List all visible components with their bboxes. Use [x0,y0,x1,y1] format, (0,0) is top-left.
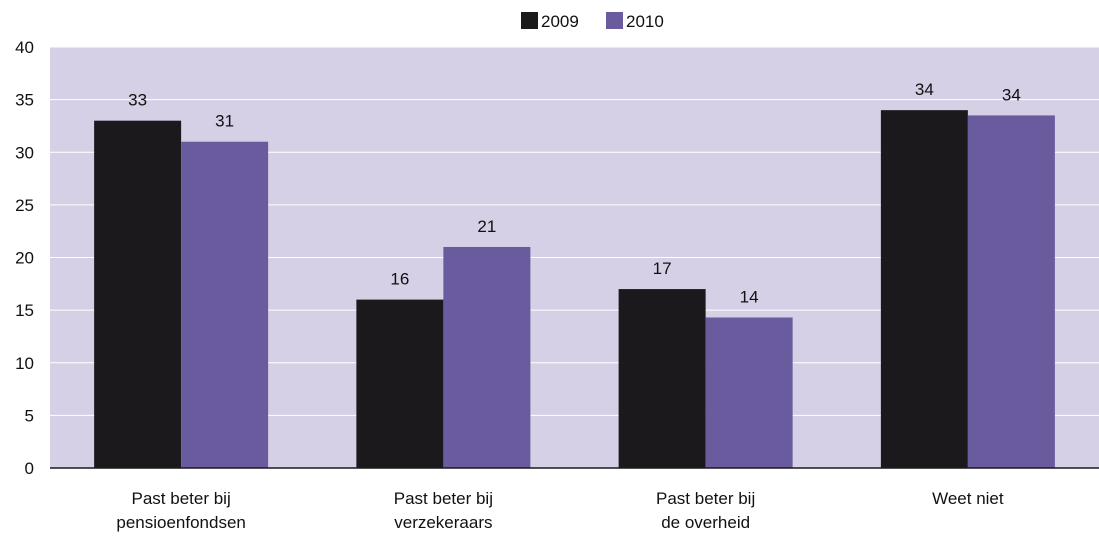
data-label: 14 [740,287,759,306]
bar-2010 [705,317,793,468]
category-labels: Past beter bij pensioenfondsen Past beter … [116,489,1004,532]
y-tick-label: 25 [15,196,34,215]
category-label: Past beter bij [656,489,755,508]
legend-swatch-2009 [521,12,538,29]
data-label: 33 [128,91,147,110]
category-label: pensioenfondsen [116,513,246,532]
data-label: 34 [915,80,934,99]
data-label: 21 [477,217,496,236]
data-labels: 33 31 16 21 17 14 34 34 [128,80,1021,306]
data-label: 34 [1002,85,1021,104]
legend-swatch-2010 [606,12,623,29]
y-axis-ticks: 0 5 10 15 20 25 30 35 40 [15,38,34,478]
y-tick-label: 0 [25,459,34,478]
bar-2010 [443,246,531,468]
data-label: 17 [653,259,672,278]
legend-label-2010: 2010 [626,12,664,31]
bar-2009 [880,110,968,469]
category-label: Past beter bij [394,489,493,508]
category-label: verzekeraars [394,513,492,532]
y-tick-label: 30 [15,143,34,162]
data-label: 31 [215,112,234,131]
y-tick-label: 20 [15,249,34,268]
bar-2009 [618,289,706,468]
bar-2009 [94,120,182,469]
y-tick-label: 40 [15,38,34,57]
y-tick-label: 35 [15,91,34,110]
bar-2010 [967,115,1055,468]
y-tick-label: 15 [15,301,34,320]
bars [94,110,1055,469]
bar-2009 [356,299,444,468]
bar-2010 [181,141,269,468]
category-label: Past beter bij [132,489,231,508]
data-label: 16 [390,270,409,289]
category-label: de overheid [661,513,750,532]
category-label: Weet niet [932,489,1004,508]
legend-label-2009: 2009 [541,12,579,31]
y-tick-label: 5 [25,406,34,425]
y-tick-label: 10 [15,354,34,373]
legend: 2009 2010 [521,12,664,31]
